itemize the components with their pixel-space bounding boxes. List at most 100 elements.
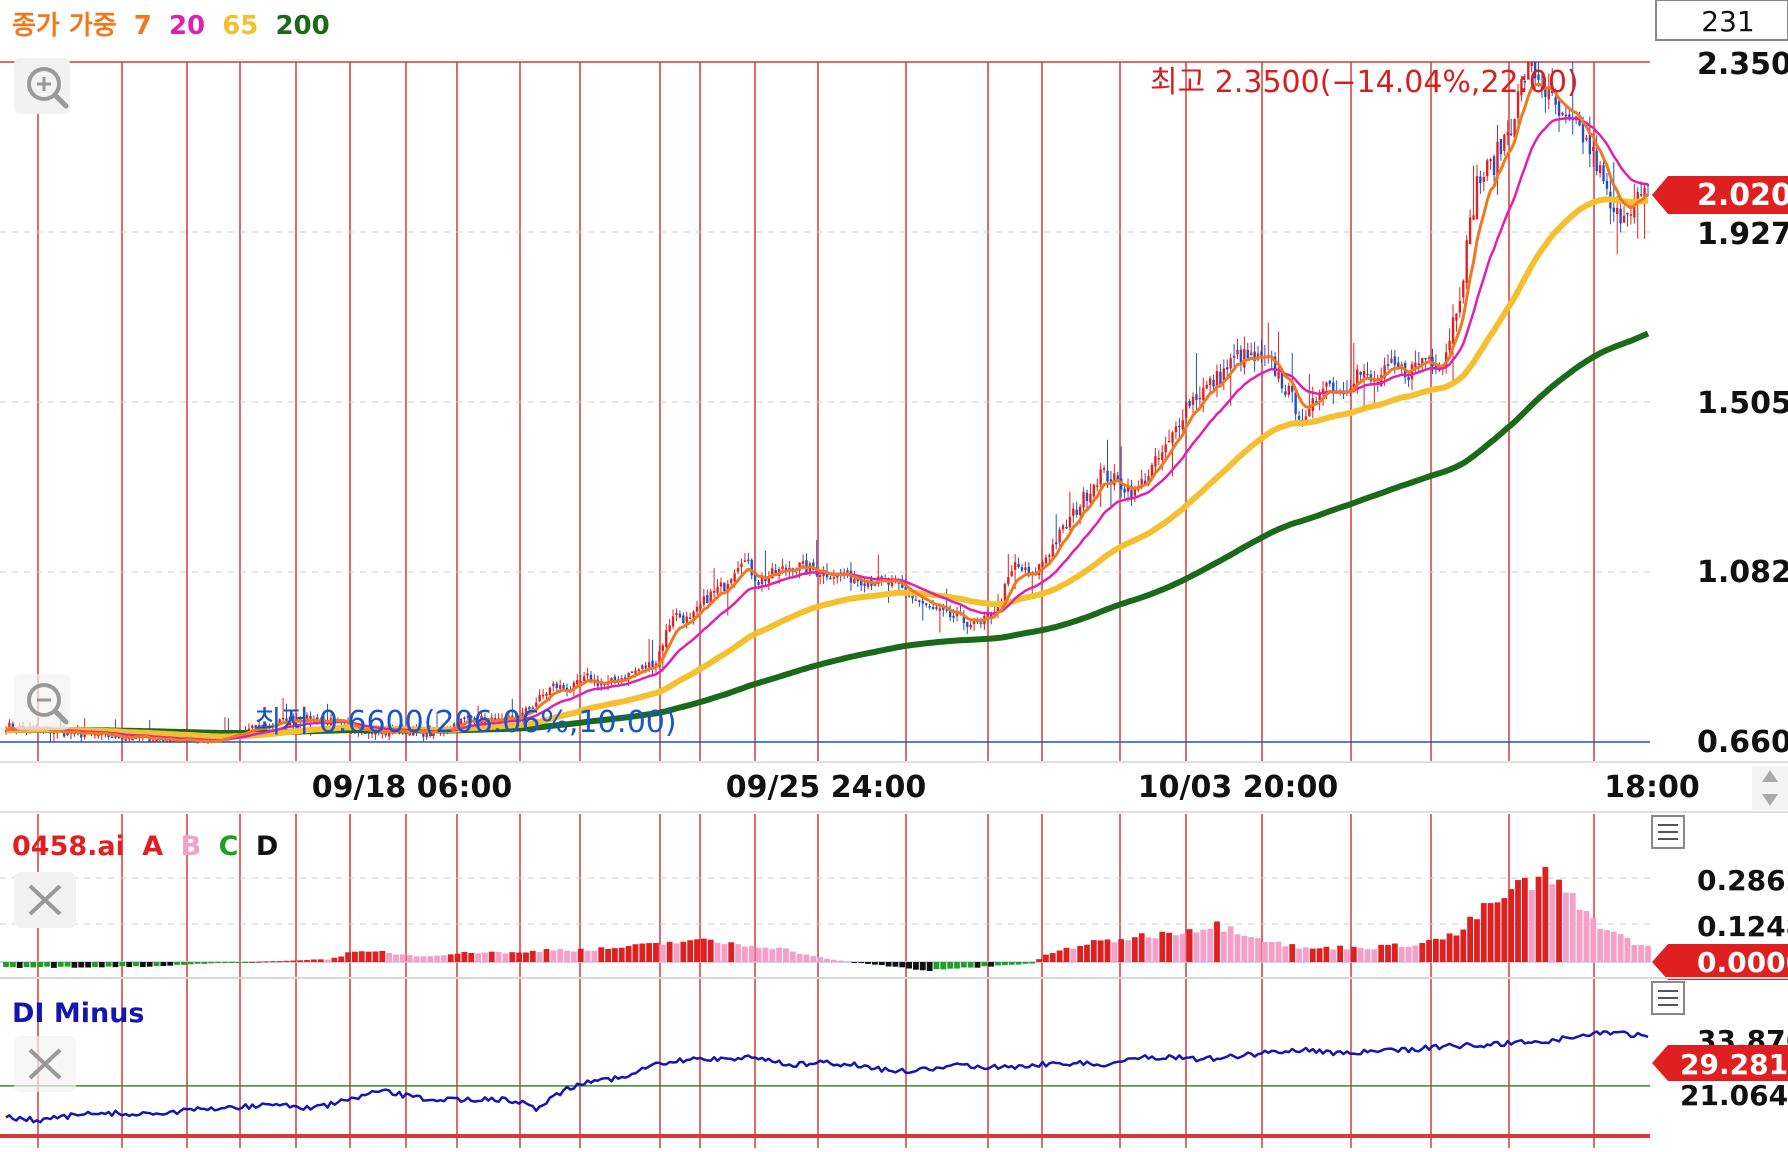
candle-body [1020, 567, 1024, 571]
candle-body [890, 579, 894, 587]
indicator-bar [1645, 945, 1651, 962]
close-icon[interactable] [14, 872, 76, 928]
candle-body [1581, 121, 1585, 143]
candle-body [1229, 358, 1232, 369]
candle-body [914, 599, 918, 602]
top-right-box [1655, 0, 1788, 41]
indicator-bar [1439, 939, 1446, 962]
candle-body [1055, 542, 1058, 545]
candle-body [1232, 356, 1236, 358]
candle-body [1520, 79, 1523, 96]
candle-body [470, 716, 473, 719]
indicator-bar [796, 953, 803, 962]
candle-body [1078, 506, 1082, 516]
indicator-bar [1542, 866, 1549, 962]
candle-body [1383, 365, 1386, 379]
indicator-bar [1152, 938, 1159, 962]
ma-legend-200: 200 [275, 11, 329, 41]
indicator-bar [1214, 921, 1220, 962]
candle-body [1096, 485, 1099, 487]
indicator-bar [1467, 916, 1474, 962]
candle-body [1212, 379, 1215, 387]
indicator-bar [967, 962, 974, 968]
indicator-bar [502, 953, 509, 962]
candle-body [928, 606, 931, 608]
candle-body [945, 609, 948, 611]
candle-body [853, 578, 856, 584]
candle-body [1465, 240, 1468, 283]
indicator-bar [194, 962, 201, 964]
indicator-bar [1515, 880, 1521, 962]
indicator-bar [249, 961, 256, 963]
indicator-bar [741, 946, 748, 962]
candle-body [641, 665, 644, 669]
indicator-bar [338, 956, 345, 962]
candle-body [1239, 349, 1243, 365]
indicator-bar [1610, 931, 1617, 962]
menu-icon[interactable] [1651, 981, 1685, 1015]
candle-body [1195, 394, 1198, 401]
indicator-bar [988, 962, 995, 967]
candle-body [1455, 313, 1458, 321]
candle-body [110, 736, 114, 739]
candle-body [935, 607, 938, 609]
candle-body [1379, 375, 1383, 386]
indicator-bar [721, 944, 728, 962]
indicator-bar [1528, 889, 1535, 962]
indicator-bar [1316, 948, 1323, 962]
indicator-bar [523, 952, 529, 962]
candle-body [285, 718, 288, 724]
scroll-arrows-icon[interactable] [1752, 766, 1788, 810]
indicator-bar [133, 962, 139, 967]
di-minus-layer [0, 1030, 1650, 1138]
candle-body [1113, 473, 1116, 486]
candle-body [1359, 372, 1362, 375]
zoom-out-icon[interactable] [14, 674, 70, 730]
indicator-bar [858, 962, 865, 964]
candle-body [1561, 112, 1564, 115]
indicator-bar [1357, 948, 1364, 962]
indicator-bar [830, 959, 837, 962]
menu-icon[interactable] [1651, 815, 1685, 849]
candle-body [1523, 81, 1527, 83]
candle-body [1017, 564, 1020, 567]
indicator-bar [324, 959, 331, 962]
price-axis: 2.3500 1.9275 1.5050 1.0825 0.6600 [1697, 47, 1788, 760]
close-icon[interactable] [14, 1036, 76, 1092]
candle-body [1530, 62, 1533, 66]
indicator-bar [406, 955, 413, 962]
indicator-bar [885, 962, 892, 967]
indicator-bar [1227, 926, 1234, 962]
indicator-bar [78, 962, 85, 968]
candle-body [1051, 544, 1054, 557]
indicator-bar [1378, 944, 1385, 962]
indicator-bar [1309, 948, 1316, 962]
indicator-legend-b: B [181, 831, 202, 862]
indicator-bar [605, 948, 611, 962]
indicator-bar [748, 945, 755, 962]
candle-body [124, 738, 127, 741]
candle-body [579, 681, 582, 683]
candle-body [1605, 180, 1609, 189]
candle-body [1585, 137, 1588, 140]
candle-body [1544, 86, 1547, 97]
candle-body [1602, 165, 1605, 182]
candle-body [562, 685, 565, 689]
zoom-in-icon[interactable] [14, 58, 70, 114]
indicator-bar [153, 962, 160, 966]
indicator-bar [557, 948, 564, 962]
candle-body [880, 576, 883, 580]
candle-body [1236, 349, 1239, 355]
candle-body [996, 601, 1000, 613]
candle-body [1475, 176, 1479, 220]
candle-body [1027, 566, 1031, 574]
candle-body [1516, 91, 1520, 118]
candle-body [1424, 357, 1427, 360]
candle-body [545, 693, 548, 696]
candle-body [1588, 133, 1592, 155]
candle-body [925, 603, 928, 605]
candle-body [771, 568, 774, 579]
candle-body [1616, 207, 1619, 214]
indicator-title: 0458.ai A B C D [12, 831, 278, 862]
